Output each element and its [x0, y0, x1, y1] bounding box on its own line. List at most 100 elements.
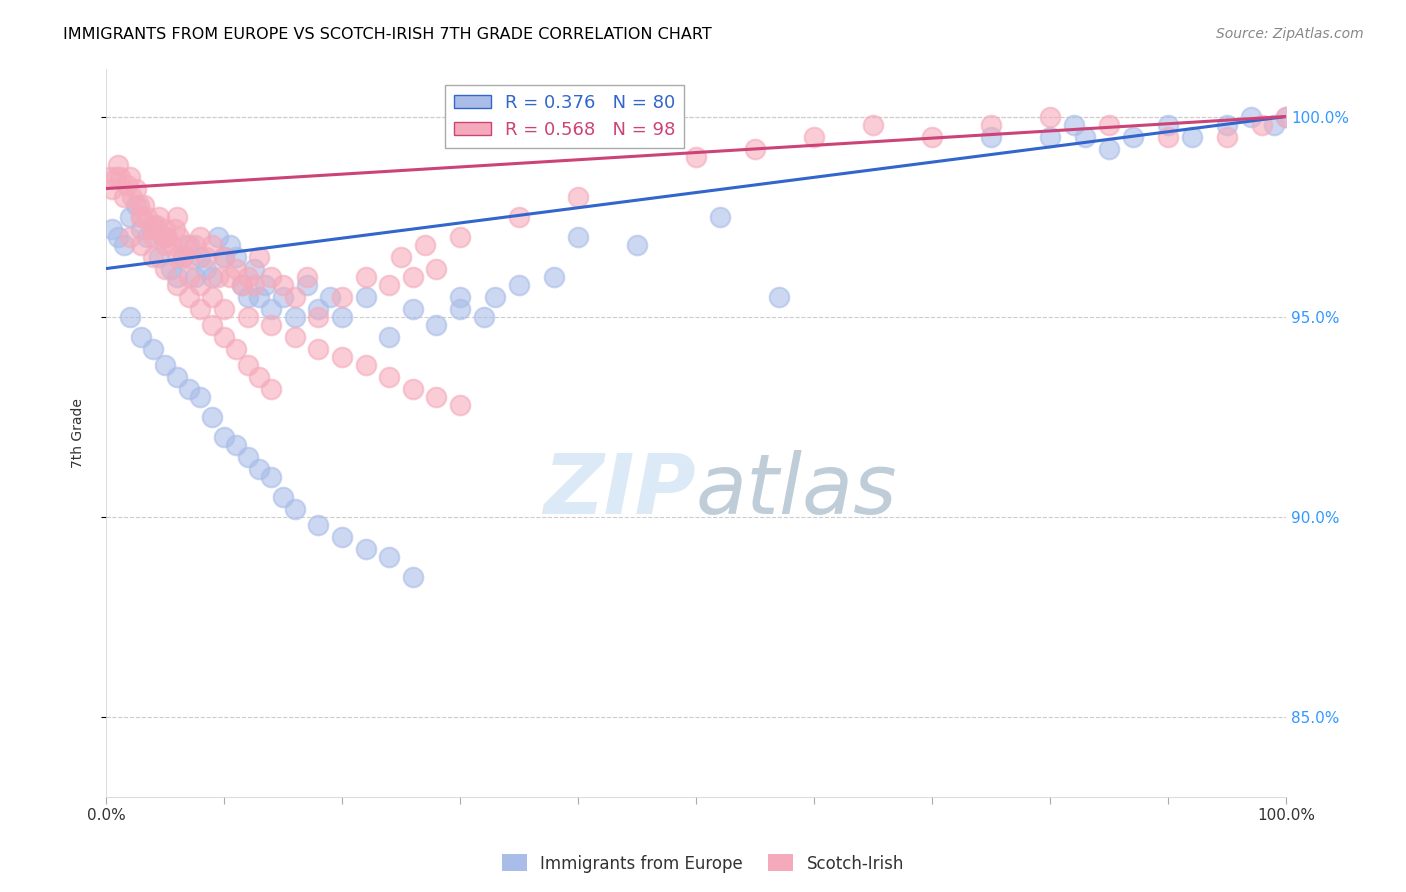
Point: [136, 210, 159, 224]
Point: [1239, 110, 1261, 124]
Point: [183, 269, 205, 284]
Point: [284, 289, 307, 303]
Point: [156, 229, 179, 244]
Point: [166, 277, 188, 292]
Point: [330, 350, 353, 364]
Point: [98, 169, 121, 184]
Point: [254, 277, 277, 292]
Point: [567, 189, 589, 203]
Point: [1098, 142, 1121, 156]
Point: [201, 318, 224, 332]
Point: [166, 369, 188, 384]
Point: [183, 237, 205, 252]
Point: [236, 289, 259, 303]
Point: [128, 197, 150, 211]
Point: [219, 269, 242, 284]
Point: [378, 549, 401, 564]
Point: [803, 129, 825, 144]
Point: [354, 541, 377, 556]
Point: [1063, 118, 1085, 132]
Point: [190, 229, 212, 244]
Point: [330, 530, 353, 544]
Point: [425, 390, 447, 404]
Point: [190, 277, 212, 292]
Point: [153, 358, 176, 372]
Point: [284, 329, 307, 343]
Point: [980, 129, 1002, 144]
Point: [626, 237, 648, 252]
Point: [124, 197, 146, 211]
Point: [131, 329, 153, 343]
Point: [249, 250, 271, 264]
Point: [195, 250, 218, 264]
Point: [201, 237, 224, 252]
Point: [449, 289, 471, 303]
Point: [166, 210, 188, 224]
Point: [212, 250, 235, 264]
Point: [1180, 129, 1202, 144]
Point: [212, 250, 235, 264]
Point: [153, 229, 176, 244]
Point: [389, 250, 412, 264]
Point: [195, 261, 218, 276]
Point: [219, 237, 242, 252]
Point: [1039, 129, 1062, 144]
Point: [354, 289, 377, 303]
Point: [685, 149, 707, 163]
Point: [508, 277, 530, 292]
Point: [330, 310, 353, 324]
Point: [107, 229, 129, 244]
Point: [121, 189, 143, 203]
Point: [378, 329, 401, 343]
Point: [112, 237, 135, 252]
Point: [378, 277, 401, 292]
Point: [117, 178, 139, 192]
Point: [284, 501, 307, 516]
Point: [271, 289, 294, 303]
Point: [153, 237, 176, 252]
Point: [110, 169, 132, 184]
Point: [271, 277, 294, 292]
Point: [212, 329, 235, 343]
Point: [160, 261, 183, 276]
Point: [744, 142, 766, 156]
Point: [1216, 118, 1239, 132]
Point: [413, 237, 436, 252]
Point: [284, 310, 307, 324]
Point: [131, 210, 153, 224]
Point: [236, 269, 259, 284]
Point: [152, 229, 174, 244]
Point: [236, 358, 259, 372]
Point: [307, 342, 329, 356]
Point: [124, 181, 146, 195]
Point: [153, 261, 176, 276]
Point: [260, 469, 283, 483]
Point: [176, 237, 198, 252]
Point: [177, 269, 200, 284]
Text: IMMIGRANTS FROM EUROPE VS SCOTCH-IRISH 7TH GRADE CORRELATION CHART: IMMIGRANTS FROM EUROPE VS SCOTCH-IRISH 7…: [63, 27, 711, 42]
Point: [212, 429, 235, 443]
Point: [145, 218, 167, 232]
Point: [190, 390, 212, 404]
Point: [402, 382, 425, 396]
Point: [260, 269, 283, 284]
Point: [207, 229, 229, 244]
Point: [271, 490, 294, 504]
Legend: R = 0.376   N = 80, R = 0.568   N = 98: R = 0.376 N = 80, R = 0.568 N = 98: [446, 85, 685, 148]
Point: [1263, 118, 1285, 132]
Point: [118, 310, 141, 324]
Point: [1039, 110, 1062, 124]
Point: [307, 517, 329, 532]
Point: [225, 261, 247, 276]
Point: [249, 289, 271, 303]
Point: [449, 229, 471, 244]
Point: [177, 289, 200, 303]
Point: [425, 318, 447, 332]
Point: [139, 221, 162, 235]
Point: [190, 250, 212, 264]
Point: [225, 342, 247, 356]
Point: [131, 221, 153, 235]
Point: [107, 157, 129, 171]
Point: [1098, 118, 1121, 132]
Point: [153, 221, 176, 235]
